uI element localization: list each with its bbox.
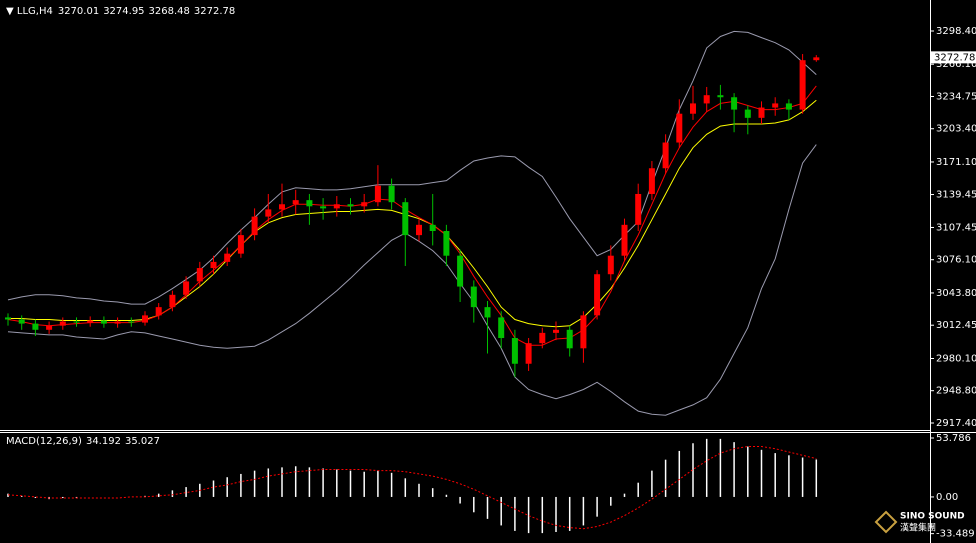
candle-body bbox=[279, 204, 285, 210]
candle-body bbox=[183, 281, 190, 295]
candle-body bbox=[690, 103, 696, 114]
y-tick-label: 2980.10 bbox=[936, 353, 976, 364]
candle-body bbox=[361, 202, 368, 207]
y-tick-label: 3076.10 bbox=[936, 255, 976, 266]
logo-subname: 漢聲集團 bbox=[900, 522, 936, 534]
candle-body bbox=[374, 185, 381, 203]
chart-header: ▼ LLG,H4 3270.01 3274.95 3268.48 3272.78 bbox=[6, 6, 235, 17]
candle-body bbox=[566, 329, 573, 349]
high: 3274.95 bbox=[103, 6, 144, 17]
y-tick-label: 3203.40 bbox=[936, 124, 976, 135]
candle-body bbox=[525, 343, 532, 364]
price-label: 3272.78 bbox=[934, 52, 975, 63]
candle-body bbox=[553, 329, 559, 333]
candle-body bbox=[429, 224, 436, 232]
logo-name: SINO SOUND bbox=[900, 512, 965, 522]
candle-body bbox=[607, 255, 614, 275]
candle-body bbox=[142, 315, 148, 323]
candle-body bbox=[100, 320, 107, 324]
candle-body bbox=[717, 95, 724, 98]
macd-title: MACD(12,26,9) bbox=[6, 436, 82, 447]
y-tick-label: 3266.10 bbox=[936, 59, 976, 70]
candle-body bbox=[196, 268, 203, 282]
candle-body bbox=[292, 200, 299, 205]
candle-body bbox=[18, 319, 25, 324]
candle-body bbox=[320, 206, 327, 209]
indicator-line bbox=[7, 144, 817, 416]
candle-body bbox=[703, 95, 710, 104]
y-tick-label: 2948.80 bbox=[936, 386, 976, 397]
candle-body bbox=[785, 103, 792, 110]
close: 3272.78 bbox=[194, 6, 235, 17]
y-tick-label: 53.786 bbox=[936, 433, 971, 444]
candle-body bbox=[594, 274, 601, 316]
candle-body bbox=[169, 294, 176, 308]
candle-body bbox=[676, 113, 683, 143]
candle-body bbox=[457, 255, 464, 287]
candle-body bbox=[5, 317, 11, 320]
candle-body bbox=[210, 261, 217, 269]
candle-body bbox=[46, 325, 53, 330]
candle-body bbox=[799, 60, 806, 110]
candle-body bbox=[333, 204, 340, 209]
price-label-box bbox=[931, 51, 976, 64]
y-tick-label: 3107.45 bbox=[936, 222, 976, 233]
signal-value: 35.027 bbox=[125, 436, 160, 447]
candle-body bbox=[155, 307, 162, 316]
candle-body bbox=[416, 224, 422, 236]
candle-body bbox=[758, 107, 765, 118]
y-tick-label: 2917.40 bbox=[936, 418, 976, 429]
candle-body bbox=[402, 202, 409, 236]
candle-body bbox=[388, 185, 395, 203]
candle-body bbox=[635, 193, 642, 225]
logo: SINO SOUND 漢聲集團 bbox=[874, 510, 965, 534]
y-tick-label: 3298.40 bbox=[936, 26, 976, 37]
signal-line bbox=[7, 446, 817, 530]
candle-body bbox=[73, 321, 80, 323]
candle-body bbox=[498, 317, 505, 339]
candle-body bbox=[265, 209, 272, 217]
candle-body bbox=[813, 57, 820, 61]
candle-body bbox=[128, 321, 135, 323]
y-tick-label: 3012.45 bbox=[936, 320, 976, 331]
logo-icon bbox=[874, 510, 898, 534]
candle-body bbox=[662, 142, 669, 169]
candle-body bbox=[744, 109, 751, 118]
symbol: LLG,H4 bbox=[17, 6, 53, 17]
y-tick-label: 0.00 bbox=[936, 492, 958, 503]
candle-body bbox=[484, 307, 491, 318]
candle-body bbox=[621, 224, 628, 256]
macd-value: 34.192 bbox=[86, 436, 121, 447]
candle-body bbox=[347, 204, 354, 207]
y-tick-label: 3043.80 bbox=[936, 288, 976, 299]
y-tick-label: 3171.10 bbox=[936, 157, 976, 168]
y-tick-label: 3234.75 bbox=[936, 91, 976, 102]
macd-header: MACD(12,26,9) 34.192 35.027 bbox=[6, 436, 160, 447]
candle-body bbox=[87, 320, 94, 323]
candle-body bbox=[443, 231, 450, 256]
open: 3270.01 bbox=[58, 6, 99, 17]
candle-body bbox=[59, 321, 66, 326]
low: 3268.48 bbox=[149, 6, 190, 17]
candle-body bbox=[114, 321, 121, 324]
candle-body bbox=[648, 168, 655, 194]
y-tick-label: -33.489 bbox=[936, 529, 975, 540]
candle-body bbox=[511, 338, 518, 364]
candle-body bbox=[539, 332, 546, 344]
y-tick-label: 3139.45 bbox=[936, 190, 976, 201]
candle-body bbox=[237, 235, 244, 254]
candle-body bbox=[306, 200, 313, 207]
candle-body bbox=[580, 315, 587, 349]
candle-body bbox=[224, 253, 231, 262]
candle-body bbox=[772, 103, 779, 108]
candle-body bbox=[470, 286, 477, 308]
indicator-line bbox=[7, 30, 817, 305]
candle-body bbox=[731, 97, 738, 110]
candle-body bbox=[251, 216, 258, 236]
candle-body bbox=[32, 323, 39, 330]
